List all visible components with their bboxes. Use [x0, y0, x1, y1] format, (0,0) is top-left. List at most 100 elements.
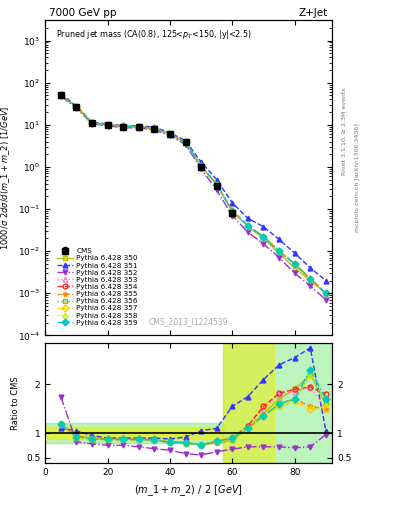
Pythia 6.428 354	[183, 139, 188, 145]
Pythia 6.428 354	[292, 261, 297, 267]
Pythia 6.428 356	[105, 122, 110, 128]
Pythia 6.428 359	[183, 139, 188, 145]
Line: Pythia 6.428 359: Pythia 6.428 359	[58, 93, 328, 295]
Text: Z+Jet: Z+Jet	[299, 8, 328, 18]
Pythia 6.428 359	[230, 208, 235, 214]
Line: Pythia 6.428 357: Pythia 6.428 357	[58, 93, 328, 295]
Pythia 6.428 351	[230, 200, 235, 206]
Pythia 6.428 352	[59, 93, 63, 99]
Pythia 6.428 358	[167, 131, 172, 137]
Pythia 6.428 359	[167, 131, 172, 137]
Pythia 6.428 350	[277, 250, 281, 256]
Pythia 6.428 352	[292, 270, 297, 276]
Pythia 6.428 355	[277, 248, 281, 254]
Pythia 6.428 357	[277, 248, 281, 254]
Pythia 6.428 352	[323, 296, 328, 303]
Pythia 6.428 358	[183, 139, 188, 145]
Pythia 6.428 359	[214, 182, 219, 188]
Pythia 6.428 358	[308, 276, 312, 282]
Pythia 6.428 356	[90, 120, 94, 126]
Pythia 6.428 351	[323, 278, 328, 284]
Pythia 6.428 358	[246, 223, 250, 229]
Pythia 6.428 350	[152, 125, 157, 132]
Pythia 6.428 353	[183, 139, 188, 145]
Pythia 6.428 359	[323, 290, 328, 296]
Pythia 6.428 353	[214, 182, 219, 188]
Pythia 6.428 351	[277, 237, 281, 243]
Pythia 6.428 357	[167, 131, 172, 137]
X-axis label: $(m\_1 + m\_2)\ /\ 2\ [GeV]$: $(m\_1 + m\_2)\ /\ 2\ [GeV]$	[134, 483, 243, 498]
Pythia 6.428 357	[230, 208, 235, 214]
Pythia 6.428 354	[121, 123, 125, 130]
Pythia 6.428 353	[90, 120, 94, 126]
Pythia 6.428 356	[214, 182, 219, 188]
Pythia 6.428 353	[105, 122, 110, 128]
Pythia 6.428 355	[183, 139, 188, 145]
Pythia 6.428 354	[214, 182, 219, 188]
Pythia 6.428 356	[308, 276, 312, 282]
Pythia 6.428 350	[136, 124, 141, 130]
Pythia 6.428 358	[152, 125, 157, 132]
Pythia 6.428 354	[167, 131, 172, 137]
Pythia 6.428 359	[136, 124, 141, 130]
Pythia 6.428 357	[323, 290, 328, 296]
Pythia 6.428 354	[199, 163, 204, 169]
Pythia 6.428 353	[246, 223, 250, 229]
Pythia 6.428 350	[261, 236, 266, 242]
Pythia 6.428 351	[292, 250, 297, 256]
Pythia 6.428 350	[323, 290, 328, 296]
Pythia 6.428 353	[261, 233, 266, 240]
Pythia 6.428 355	[152, 125, 157, 132]
Pythia 6.428 356	[292, 261, 297, 267]
Pythia 6.428 355	[323, 290, 328, 296]
Pythia 6.428 355	[261, 233, 266, 240]
Pythia 6.428 359	[199, 163, 204, 169]
Pythia 6.428 356	[230, 208, 235, 214]
Pythia 6.428 354	[136, 124, 141, 130]
Bar	[223, 343, 332, 463]
Pythia 6.428 359	[59, 92, 63, 98]
Pythia 6.428 351	[74, 103, 79, 109]
Pythia 6.428 356	[246, 223, 250, 229]
Pythia 6.428 358	[292, 261, 297, 267]
Pythia 6.428 351	[59, 91, 63, 97]
Pythia 6.428 354	[230, 208, 235, 214]
Pythia 6.428 358	[199, 163, 204, 169]
Pythia 6.428 354	[261, 233, 266, 240]
Pythia 6.428 358	[136, 124, 141, 130]
Legend: CMS, Pythia 6.428 350, Pythia 6.428 351, Pythia 6.428 352, Pythia 6.428 353, Pyt: CMS, Pythia 6.428 350, Pythia 6.428 351,…	[55, 245, 141, 329]
Pythia 6.428 355	[90, 120, 94, 126]
Pythia 6.428 359	[292, 261, 297, 267]
Pythia 6.428 355	[230, 208, 235, 214]
Pythia 6.428 357	[292, 261, 297, 267]
Pythia 6.428 350	[214, 182, 219, 188]
Pythia 6.428 356	[59, 92, 63, 98]
Pythia 6.428 353	[292, 261, 297, 267]
Pythia 6.428 356	[121, 123, 125, 130]
Pythia 6.428 351	[90, 119, 94, 125]
Pythia 6.428 351	[136, 123, 141, 129]
Pythia 6.428 356	[167, 131, 172, 137]
Pythia 6.428 356	[199, 163, 204, 169]
Pythia 6.428 354	[74, 103, 79, 110]
Pythia 6.428 352	[105, 123, 110, 129]
Pythia 6.428 352	[277, 254, 281, 261]
Pythia 6.428 353	[59, 92, 63, 98]
Pythia 6.428 350	[199, 163, 204, 169]
Pythia 6.428 354	[105, 122, 110, 128]
Line: Pythia 6.428 354: Pythia 6.428 354	[58, 93, 328, 295]
Pythia 6.428 357	[105, 122, 110, 128]
Pythia 6.428 357	[246, 223, 250, 229]
Pythia 6.428 357	[59, 92, 63, 98]
Pythia 6.428 356	[183, 139, 188, 145]
Pythia 6.428 351	[183, 138, 188, 144]
Pythia 6.428 350	[308, 278, 312, 284]
Pythia 6.428 350	[230, 208, 235, 214]
Pythia 6.428 352	[199, 166, 204, 172]
Pythia 6.428 353	[167, 131, 172, 137]
Pythia 6.428 354	[152, 125, 157, 132]
Pythia 6.428 355	[59, 92, 63, 98]
Pythia 6.428 353	[136, 124, 141, 130]
Pythia 6.428 359	[74, 103, 79, 110]
Pythia 6.428 353	[277, 248, 281, 254]
